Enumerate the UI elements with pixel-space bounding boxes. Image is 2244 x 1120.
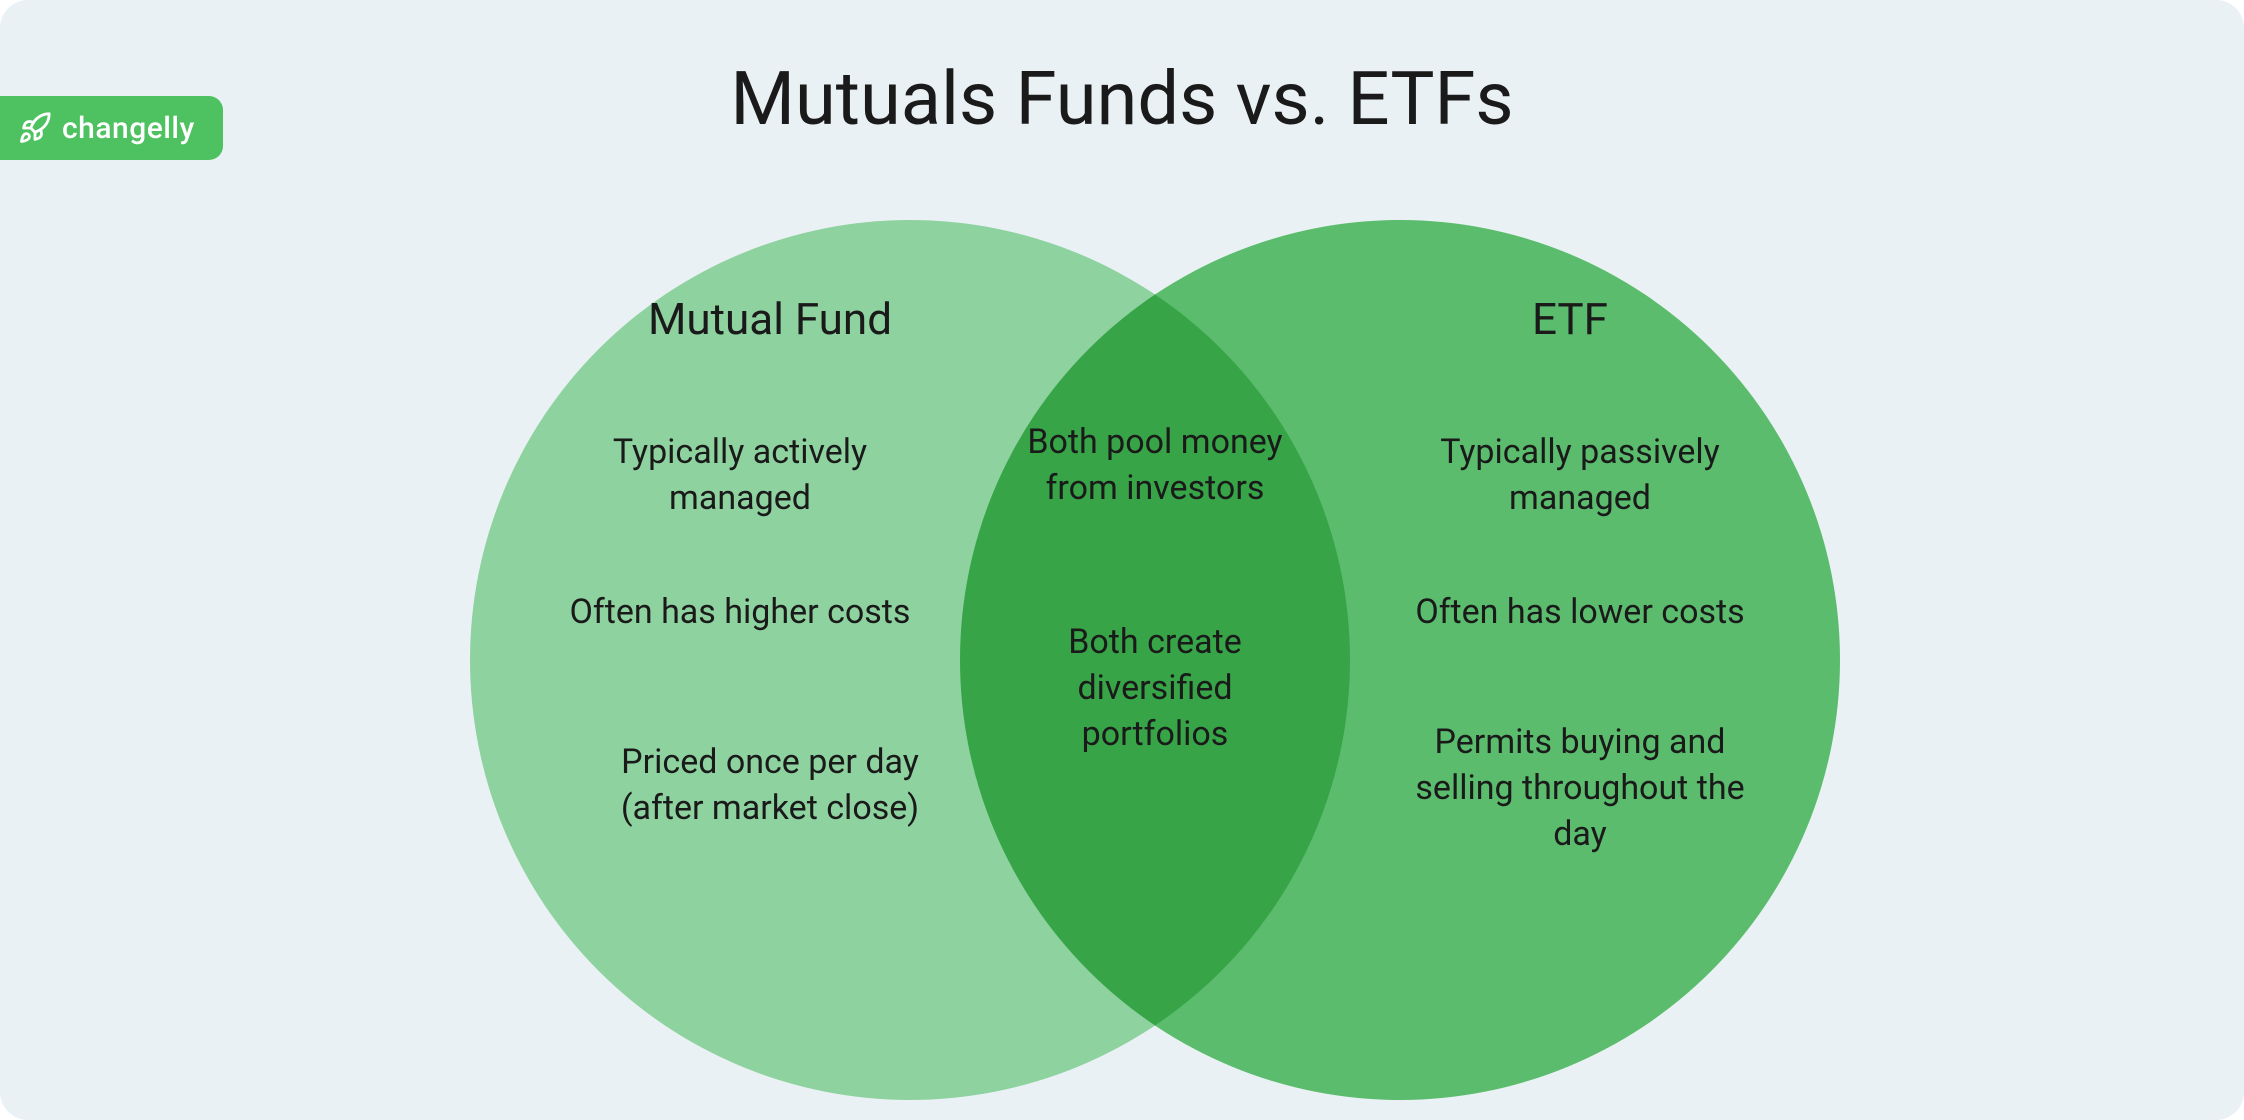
right-heading-group: ETF xyxy=(1440,290,1700,349)
list-item: Typically actively managed xyxy=(560,430,920,522)
list-item: Often has higher costs xyxy=(560,590,920,636)
list-item: Both pool money from investors xyxy=(1010,420,1300,512)
center-item-2: Both create diversified portfolios xyxy=(1010,620,1300,758)
left-item-3: Priced once per day (after market close) xyxy=(590,740,950,832)
infographic-canvas: changelly Mutuals Funds vs. ETFs Mutual … xyxy=(0,0,2244,1120)
right-item-2: Often has lower costs xyxy=(1400,590,1760,636)
right-item-1: Typically passively managed xyxy=(1400,430,1760,522)
left-item-2: Often has higher costs xyxy=(560,590,920,636)
left-item-1: Typically actively managed xyxy=(560,430,920,522)
right-heading: ETF xyxy=(1440,290,1700,349)
list-item: Often has lower costs xyxy=(1400,590,1760,636)
list-item: Permits buying and selling throughout th… xyxy=(1400,720,1760,858)
center-item-1: Both pool money from investors xyxy=(1010,420,1300,512)
left-heading: Mutual Fund xyxy=(600,290,940,349)
left-heading-group: Mutual Fund xyxy=(600,290,940,349)
list-item: Typically passively managed xyxy=(1400,430,1760,522)
list-item: Priced once per day (after market close) xyxy=(590,740,950,832)
list-item: Both create diversified portfolios xyxy=(1010,620,1300,758)
page-title: Mutuals Funds vs. ETFs xyxy=(0,56,2244,143)
right-item-3: Permits buying and selling throughout th… xyxy=(1400,720,1760,858)
